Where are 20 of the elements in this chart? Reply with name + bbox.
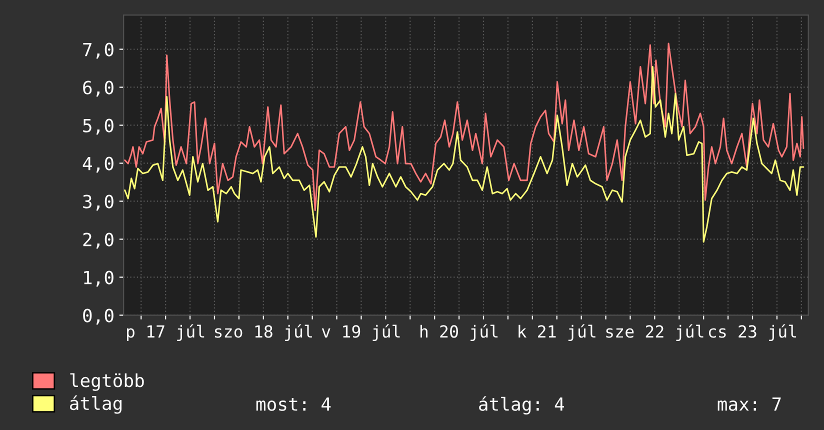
text: most: 4 [256,397,331,411]
x-tick-label: cs 23 júl [708,324,796,342]
y-tick-label: 6,0 [83,80,114,97]
legend-label: átlag [70,395,122,414]
legend-label: legtöbb [70,373,144,391]
y-tick-label: 2,0 [83,232,114,249]
y-tick-label: 7,0 [83,42,114,59]
x-tick-label: szo 18 júl [214,324,312,342]
x-tick-label: h 20 júl [420,324,498,342]
x-tick-label: sze 22 júl [606,324,704,342]
y-tick-label: 1,0 [84,270,114,287]
text: átlag: 4 [479,396,564,415]
x-tick-label: p 17 júl [126,324,204,342]
y-tick-label: 4,0 [82,156,114,173]
y-tick-label: 5,0 [83,118,114,135]
text: max: 7 [718,397,781,411]
x-tick-label: v 19 júl [322,324,400,342]
y-tick-label: 3,0 [83,194,114,211]
y-tick-label: 0,0 [83,308,114,325]
x-tick-label: k 21 júl [518,324,596,342]
